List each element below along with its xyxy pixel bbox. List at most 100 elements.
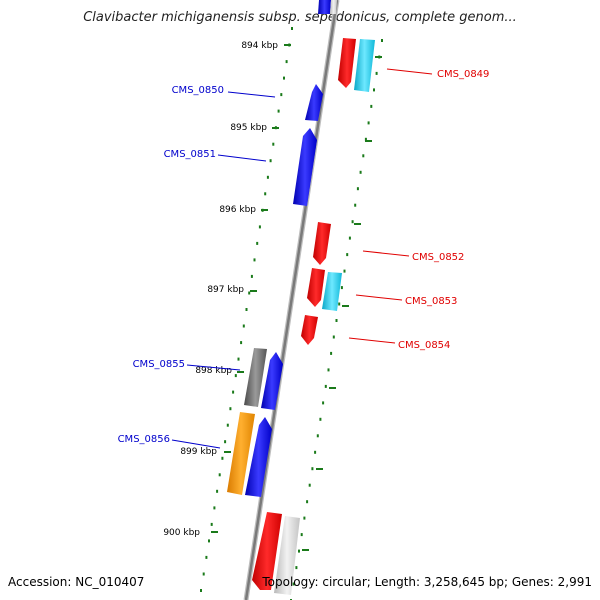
ruler-dot [364,137,367,141]
pseudo-feature-cms-0855 [244,348,267,407]
gene-labels: CMS_0849 CMS_0850 CMS_0851 CMS_0852 CMS_… [118,68,489,449]
ruler-dot [242,324,245,328]
ruler-dot [240,341,243,345]
ruler-dot [300,533,303,537]
ruler-dot [224,440,227,444]
gene-label-cms-0854[interactable]: CMS_0854 [398,340,450,351]
ruler-dot [327,368,330,372]
ruler-label: 899 kbp [180,447,217,457]
ruler-dot [338,302,341,306]
ruler-dot [256,241,259,245]
gene-label-cms-0851[interactable]: CMS_0851 [164,149,216,160]
ruler-dot [351,220,354,224]
ruler-dot [292,582,295,586]
ruler-label: 894 kbp [241,41,278,51]
ruler-dot [354,203,357,207]
ruler-dot [311,467,314,471]
ruler-dot [332,335,335,339]
gene-feature-top [318,0,331,14]
ruler-dot [298,549,300,553]
ruler-label: 895 kbp [230,123,267,133]
rna-feature-cms-0849 [354,39,375,92]
gene-feature-cms-0849 [338,38,356,88]
ruler-dot [306,500,309,504]
ruler-dot [258,225,261,229]
gene-feature-cms-0853 [307,268,325,307]
ruler-dot [283,76,285,80]
gene-label-cms-0852[interactable]: CMS_0852 [412,252,464,263]
ruler-dot [314,450,317,454]
ruler-dot [285,60,288,64]
ruler-dot [375,71,378,75]
ruler-dot [200,589,202,592]
ruler-tick-dots-right [290,39,383,600]
ruler-dot [237,357,240,361]
ruler-dot [295,566,298,570]
gene-feature-cms-0854 [301,315,318,345]
ruler-dot [250,274,253,278]
ruler-dot [356,187,359,191]
rna-feature-cms-0853 [322,272,342,311]
accession-text: Accession: NC_010407 [8,575,145,589]
ruler-dot [373,88,375,92]
ruler-dot [381,39,383,42]
ruler-label: 897 kbp [207,285,244,295]
ruler-dot [291,27,293,30]
ruler-dot [316,434,319,438]
ruler: 894 kbp 895 kbp 896 kbp 897 kbp 898 kbp … [163,41,291,538]
ruler-label: 896 kbp [219,205,256,215]
ruler-dot [362,154,365,158]
ruler-dot [335,319,338,322]
gene-label-cms-0850[interactable]: CMS_0850 [172,85,224,96]
backbone [243,0,340,600]
ruler-dot [370,104,373,108]
ruler-dot [253,258,256,262]
ruler-dot [266,175,269,179]
ruler-ticks-right [302,56,382,551]
ruler-dot [340,286,343,290]
ruler-dot [269,159,272,163]
ruler-dot [272,142,275,146]
ruler-dot [324,384,327,388]
gene-feature-cms-0856 [245,417,272,497]
gene-label-cms-0855[interactable]: CMS_0855 [133,359,185,370]
ruler-dot [245,308,248,311]
ruler-dot [208,539,210,543]
ruler-dot [343,269,346,273]
gene-feature-bottom-light [274,516,300,595]
gene-feature-bottom-red [252,512,282,590]
topology-text: Topology: circular; Length: 3,258,645 bp… [262,575,592,589]
ruler-dot [226,423,229,427]
ruler-dot [319,417,322,421]
ruler-dot [213,506,216,510]
ruler-dot [348,236,351,240]
ruler-dot [346,253,349,257]
other-feature-cms-0856 [227,412,255,495]
ruler-label: 898 kbp [195,366,232,376]
ruler-tick-dots-left [200,27,293,592]
gene-label-cms-0853[interactable]: CMS_0853 [405,296,457,307]
gene-feature-cms-0852 [313,222,331,265]
gene-features [227,0,375,595]
gene-label-cms-0856[interactable]: CMS_0856 [118,434,170,445]
ruler-dot [210,522,213,526]
gene-label-cms-0849[interactable]: CMS_0849 [437,69,489,80]
ruler-dot [248,291,251,295]
ruler-dot [308,483,311,487]
ruler-dot [218,473,221,477]
gene-feature-cms-0855 [261,352,283,410]
gene-feature-cms-0850 [305,84,323,121]
ruler-dot [232,390,235,394]
ruler-dot [205,555,208,559]
ruler-dot [280,93,283,97]
ruler-dot [264,192,267,196]
ruler-dot [303,516,306,520]
gene-feature-cms-0851 [293,128,317,206]
map-title: Clavibacter michiganensis subsp. sepedon… [83,10,517,25]
ruler-dot [221,456,224,460]
ruler-dot [234,374,237,378]
ruler-dot [322,401,325,405]
ruler-dot [216,489,219,493]
ruler-dot [359,170,362,174]
